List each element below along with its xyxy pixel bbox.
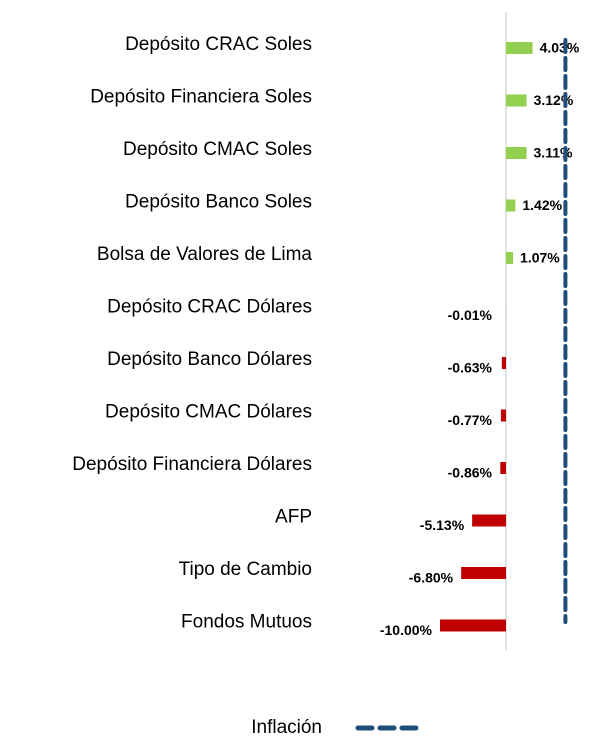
bar	[506, 252, 514, 264]
bar	[472, 514, 506, 527]
value-label: -6.80%	[409, 570, 454, 586]
value-label: -0.01%	[448, 307, 493, 323]
category-label: Fondos Mutuos	[181, 612, 312, 633]
value-label: -0.63%	[448, 360, 493, 376]
category-label: Depósito CMAC Soles	[123, 139, 312, 160]
value-label: -10.00%	[380, 622, 433, 638]
category-label: Depósito CRAC Soles	[125, 34, 312, 55]
category-label: Tipo de Cambio	[179, 559, 312, 580]
value-label: 3.11%	[534, 145, 573, 161]
value-label: -0.77%	[448, 412, 493, 428]
bar	[506, 94, 527, 107]
category-label: Depósito CMAC Dólares	[105, 402, 312, 423]
category-label: Depósito Banco Dólares	[107, 349, 312, 370]
bar	[440, 619, 506, 632]
bar	[500, 409, 506, 422]
bar	[461, 567, 506, 579]
bar	[500, 462, 506, 474]
value-label: -0.86%	[448, 465, 493, 481]
bar	[506, 42, 533, 54]
category-label: Depósito Banco Soles	[125, 192, 312, 213]
value-label: 4.03%	[540, 40, 580, 56]
bar	[501, 357, 506, 369]
legend-label: Inflación	[251, 717, 322, 737]
category-label: Bolsa de Valores de Lima	[97, 244, 313, 265]
bar	[506, 199, 516, 212]
value-label: 1.07%	[520, 250, 560, 266]
category-label: AFP	[275, 507, 312, 528]
value-label: 1.42%	[522, 197, 562, 213]
value-label: -5.13%	[420, 517, 465, 533]
category-label: Depósito Financiera Soles	[90, 87, 312, 108]
category-label: Depósito Financiera Dólares	[72, 454, 312, 475]
bar	[506, 147, 527, 159]
value-label: 3.12%	[534, 92, 574, 108]
category-label: Depósito CRAC Dólares	[107, 297, 312, 318]
